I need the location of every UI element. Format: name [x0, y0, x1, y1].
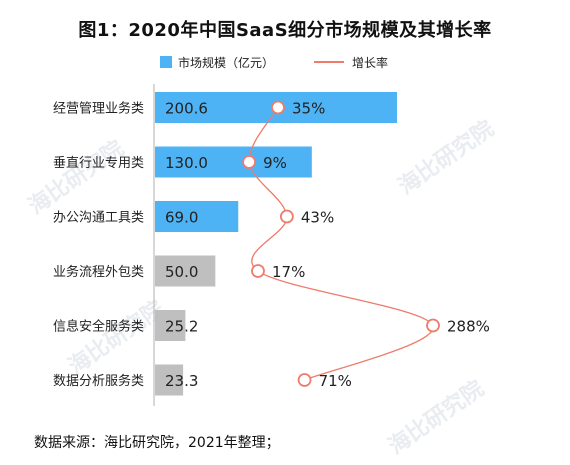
growth-point	[242, 155, 257, 169]
bar	[155, 146, 312, 178]
bar-value-label: 23.3	[165, 372, 198, 390]
bar	[155, 201, 239, 232]
legend-line-swatch	[314, 61, 345, 63]
growth-point	[297, 373, 312, 387]
growth-value-label: 17%	[272, 263, 305, 281]
bar-value-label: 50.0	[165, 263, 198, 281]
growth-point	[426, 318, 440, 333]
category-label: 垂直行业专用类	[53, 156, 144, 171]
category-label: 经营管理业务类	[53, 101, 144, 117]
growth-point	[271, 100, 285, 115]
legend-bar-swatch	[160, 56, 172, 68]
bar	[155, 255, 216, 287]
growth-value-label: 288%	[447, 318, 490, 336]
chart-title: 图1：2020年中国SaaS细分市场规模及其增长率	[78, 20, 492, 41]
growth-value-label: 9%	[263, 154, 287, 172]
growth-point	[279, 209, 294, 224]
category-label: 业务流程外包类	[53, 264, 144, 280]
bar	[155, 364, 184, 396]
legend-bar-label: 市场规模（亿元）	[178, 55, 275, 70]
legend: 市场规模（亿元） 增长率	[160, 53, 388, 71]
bar	[155, 310, 186, 341]
category-label: 办公沟通工具类	[53, 211, 144, 226]
bar-value-label: 25.2	[165, 318, 198, 336]
growth-value-label: 43%	[301, 209, 334, 227]
category-label: 信息安全服务类	[53, 319, 144, 335]
legend-line-label: 增长率	[352, 55, 389, 70]
growth-value-label: 35%	[292, 100, 325, 118]
growth-point	[251, 264, 265, 278]
category-label: 数据分析服务类	[53, 373, 144, 389]
bar-value-label: 200.6	[165, 100, 208, 118]
growth-value-label: 71%	[319, 372, 352, 390]
bar-value-label: 130.0	[165, 154, 208, 172]
bar-value-label: 69.0	[165, 209, 198, 227]
footnote: 数据来源：海比研究院，2021年整理；	[34, 435, 280, 451]
